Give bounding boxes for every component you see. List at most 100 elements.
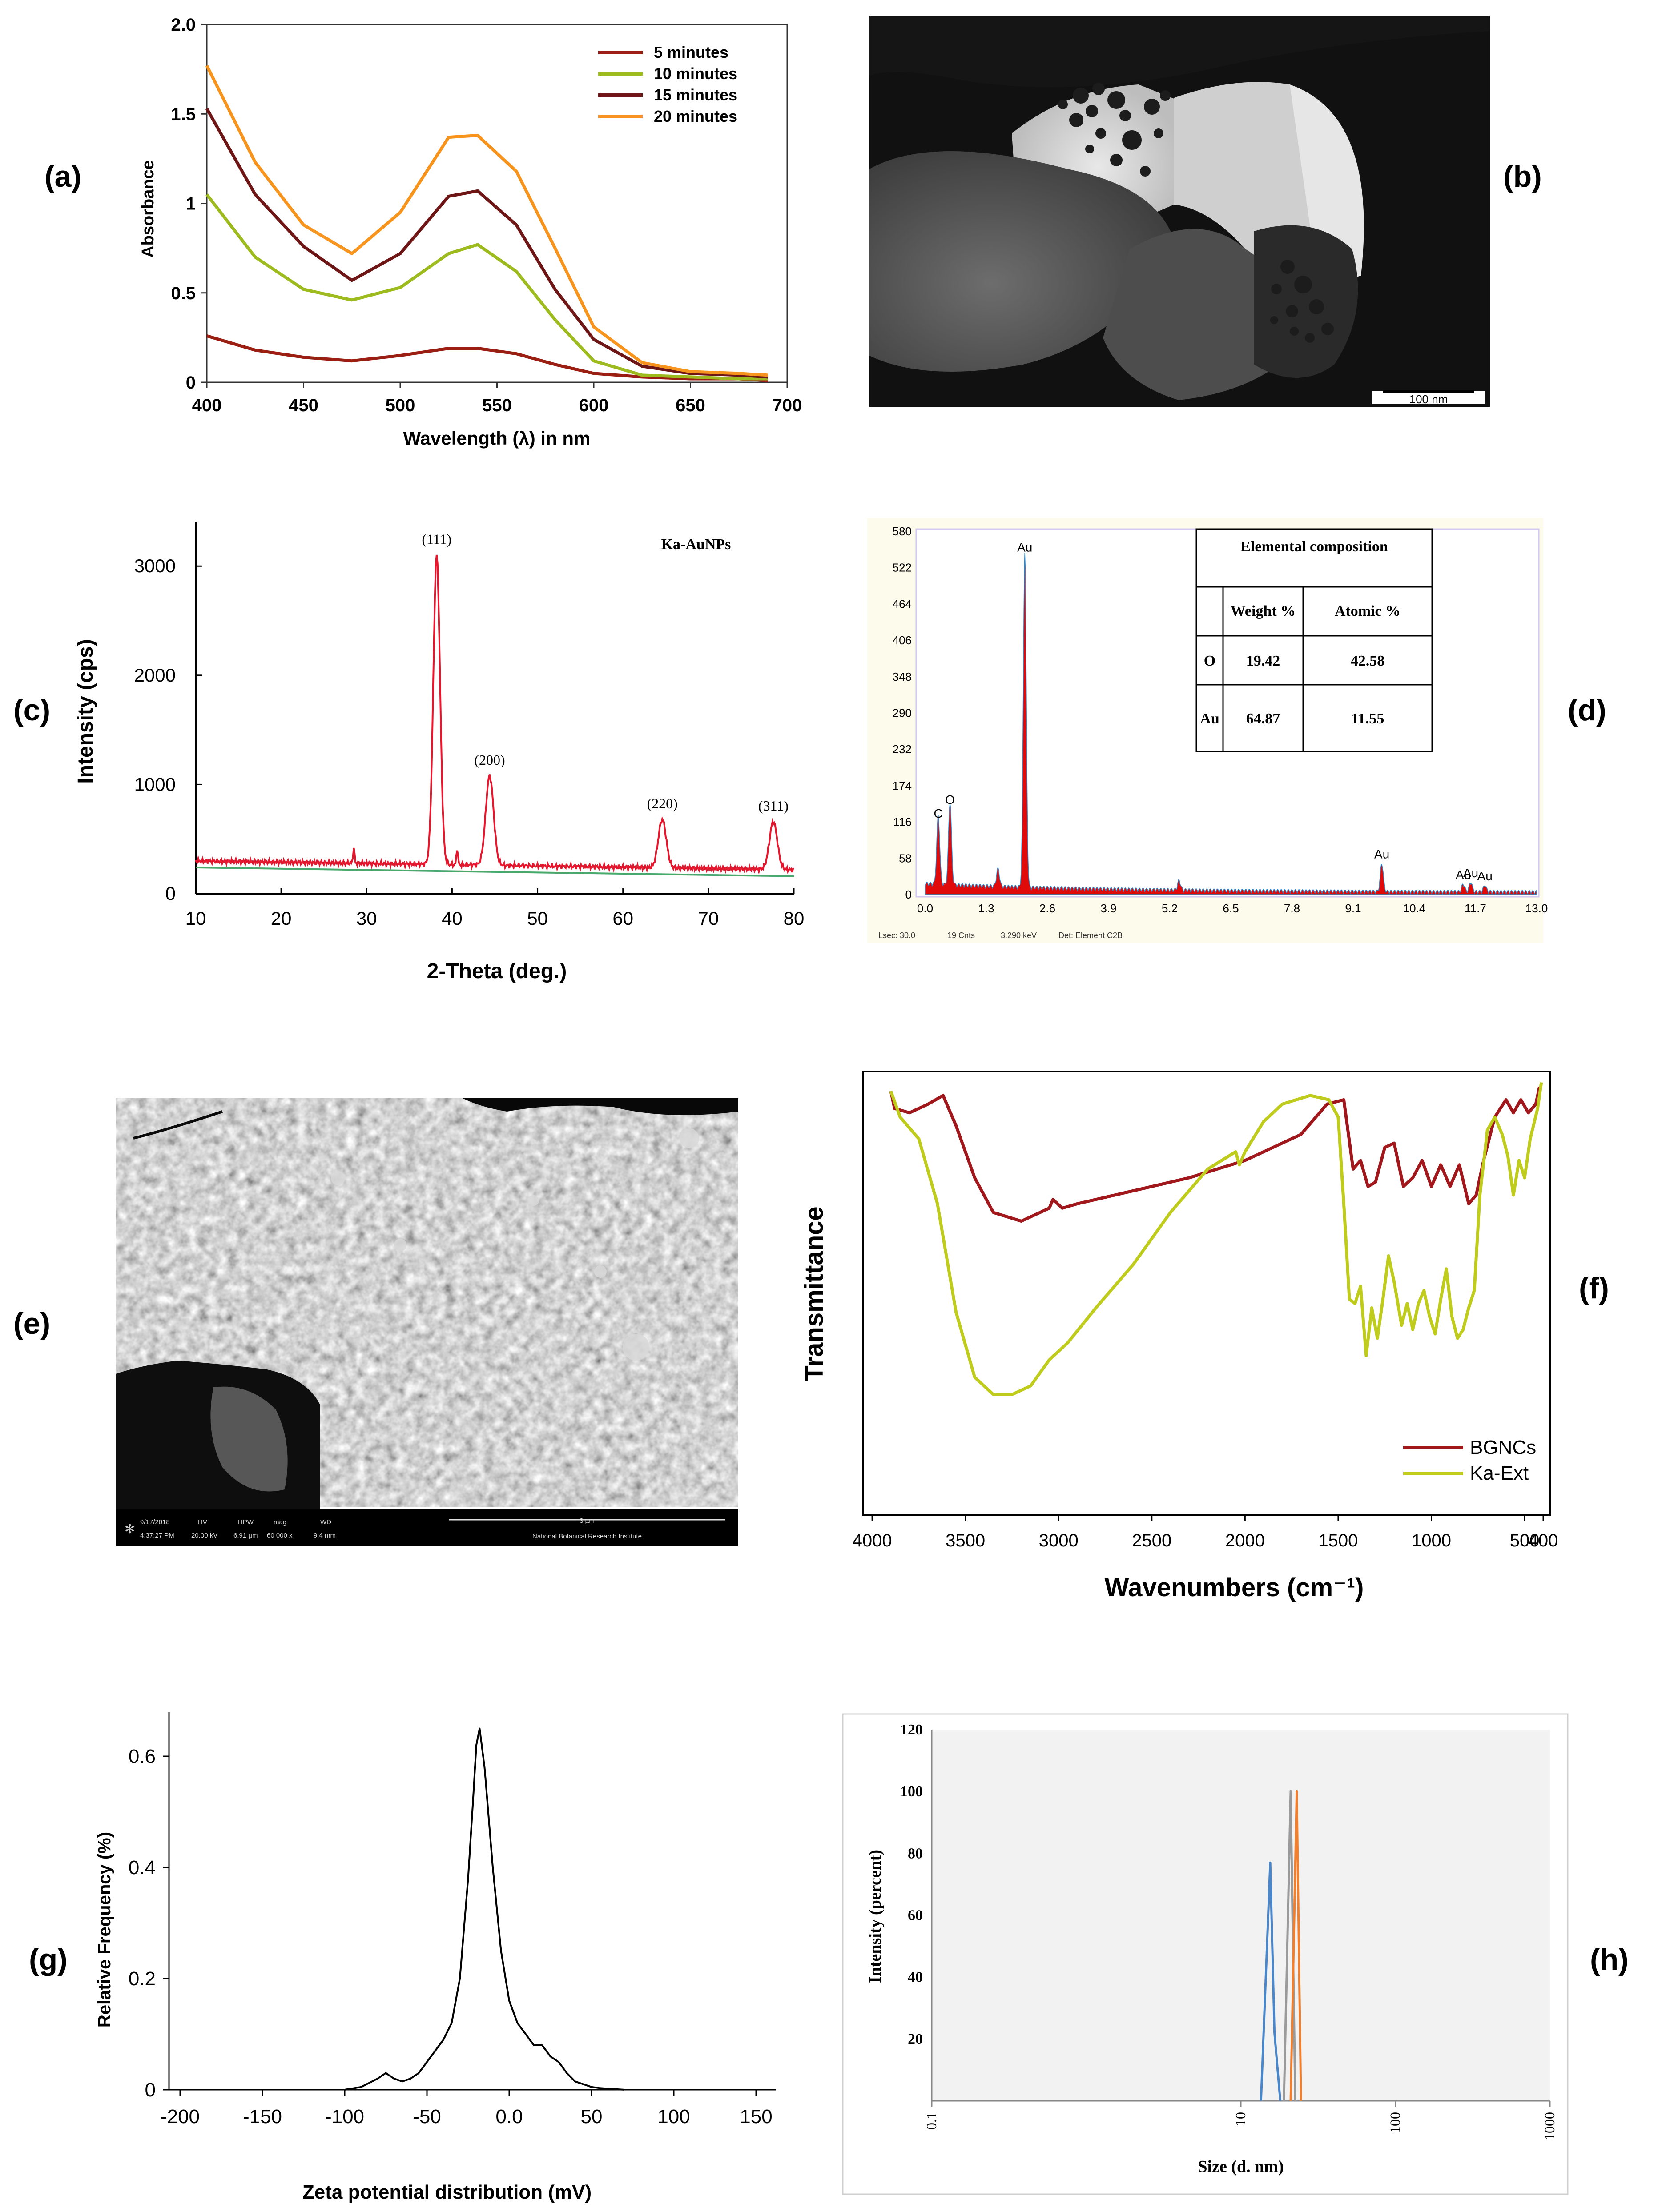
chart-c-xtick-label: 20 — [271, 908, 292, 929]
tem-scalebar: 100 nm — [1372, 390, 1485, 406]
chart-c-xtick-label: 60 — [612, 908, 633, 929]
chart-c-pattern-line — [195, 554, 795, 875]
sem-hv-value: 20.00 kV — [191, 1532, 217, 1539]
chart-f-xtick-label: 2000 — [1225, 1531, 1265, 1550]
panel-label-f: (f) — [1579, 1271, 1609, 1305]
chart-f-xtick-label: 4000 — [853, 1531, 892, 1550]
chart-h-ytick-label: 60 — [908, 1907, 923, 1924]
chart-a-xlabel: Wavelength (λ) in nm — [403, 428, 591, 449]
chart-d-xtick-label: 0.0 — [917, 902, 933, 915]
sem-logo-icon: ✻ — [125, 1522, 135, 1536]
chart-d-peak-label: Au — [1017, 540, 1032, 554]
panel-label-a: (a) — [44, 160, 81, 193]
chart-a-uvvis: 400 450 500 550 600 650 700 0 0.5 1 1.5 2.0 5 minute… — [139, 15, 802, 449]
chart-a-xtick-label: 400 — [192, 396, 222, 415]
chart-d-ytick-label: 290 — [893, 707, 912, 720]
chart-d-xtick-label: 5.2 — [1162, 902, 1178, 915]
chart-a-ylabel: Absorbance — [139, 160, 157, 258]
chart-c-xlabel: 2-Theta (deg.) — [427, 959, 567, 983]
chart-c-ytick-label: 1000 — [134, 774, 176, 795]
sem-hpw-value: 6.91 µm — [233, 1532, 258, 1539]
chart-c-peak-label: (200) — [474, 752, 505, 768]
chart-f-xlabel: Wavenumbers (cm⁻¹) — [1105, 1573, 1364, 1602]
sem-infobar: ✻ 9/17/2018 4:37:27 PM HV 20.00 kV HPW 6… — [116, 1509, 738, 1546]
chart-c-ytick-label: 3000 — [134, 555, 176, 576]
chart-a-legend-label: 5 minutes — [654, 43, 728, 61]
chart-h-ytick-label: 40 — [908, 1969, 923, 1986]
chart-d-xtick-label: 6.5 — [1223, 902, 1239, 915]
eds-composition-table: Elemental composition Weight % Atomic % … — [1195, 528, 1433, 752]
chart-f-frame — [862, 1071, 1551, 1516]
chart-c-baseline — [195, 867, 794, 877]
chart-d-ytick-label: 348 — [893, 670, 912, 683]
chart-f-xtick-label: 3000 — [1039, 1531, 1079, 1550]
chart-a-legend-label: 10 minutes — [654, 64, 737, 83]
chart-c-peak-label: (311) — [758, 798, 789, 814]
chart-a-series-line — [205, 108, 768, 379]
eds-table-header-atomic: Atomic % — [1335, 603, 1400, 619]
chart-d-ytick-label: 232 — [893, 743, 912, 756]
chart-d-ytick-label: 522 — [893, 561, 912, 574]
sem-wd-value: 9.4 mm — [314, 1532, 336, 1539]
chart-h-xtick-label: 0.1 — [923, 2112, 939, 2130]
chart-c-xtick-label: 30 — [356, 908, 377, 929]
chart-a-ytick-label: 2.0 — [171, 15, 196, 35]
chart-d-peak-label: Au — [1463, 866, 1478, 880]
eds-table-row-o-weight: 19.42 — [1246, 653, 1280, 669]
chart-g-xtick-label: -200 — [161, 2106, 200, 2128]
chart-g-xtick-label: 150 — [740, 2106, 772, 2128]
eds-footer-lsec: Lsec: 30.0 — [878, 931, 915, 940]
chart-g-xlabel: Zeta potential distribution (mV) — [302, 2181, 592, 2203]
sem-header-hv: HV — [198, 1518, 207, 1526]
chart-d-peak-label: Au — [1456, 868, 1471, 882]
chart-f-xtick-label: 400 — [1529, 1531, 1558, 1550]
chart-d-ytick-label: 580 — [893, 525, 912, 538]
chart-g-ytick-label: 0 — [145, 2079, 156, 2101]
chart-g-ylabel: Relative Frequency (%) — [95, 1832, 114, 2027]
chart-f-xtick-label: 1000 — [1412, 1531, 1451, 1550]
chart-h-series-line — [1289, 1790, 1302, 2101]
chart-c-xtick-label: 40 — [442, 908, 463, 929]
chart-c-xrd: 10 20 30 40 50 60 70 80 0 1000 2000 3000 (111) (200) (… — [74, 522, 804, 983]
chart-f-xtick-label: 2500 — [1132, 1531, 1171, 1550]
chart-d-xtick-label: 2.6 — [1039, 902, 1055, 915]
chart-c-ylabel: Intensity (cps) — [74, 639, 97, 783]
eds-table-row-au-element: Au — [1200, 711, 1219, 727]
chart-c-xtick-label: 80 — [784, 908, 805, 929]
chart-d-peak-label: O — [945, 793, 955, 807]
chart-d-peak-label: C — [934, 807, 942, 820]
chart-a-ytick-label: 0 — [186, 373, 196, 393]
tem-scalebar-label: 100 nm — [1409, 393, 1448, 406]
chart-a-ytick-label: 1.5 — [171, 104, 196, 124]
eds-table-row-o-atomic: 42.58 — [1351, 653, 1385, 669]
sem-date: 9/17/2018 — [140, 1518, 170, 1526]
sem-header-hpw: HPW — [238, 1518, 254, 1526]
chart-g-xtick-label: -100 — [325, 2106, 364, 2128]
chart-a-series-line — [205, 65, 768, 377]
chart-d-ytick-label: 58 — [899, 851, 912, 865]
sem-institute: National Botanical Research Institute — [532, 1533, 642, 1540]
chart-g-xtick-label: 0.0 — [495, 2106, 523, 2128]
panel-label-c: (c) — [13, 693, 50, 727]
chart-c-xtick-label: 10 — [185, 908, 206, 929]
chart-g-xtick-label: 100 — [657, 2106, 690, 2128]
sem-header-mag: mag — [274, 1518, 286, 1526]
chart-d-xtick-label: 9.1 — [1345, 902, 1361, 915]
chart-c-ytick-label: 0 — [165, 883, 176, 904]
chart-d-xtick-label: 3.9 — [1100, 902, 1116, 915]
chart-c-peak-label: (220) — [647, 795, 677, 811]
chart-f-xtick-label: 500 — [1510, 1531, 1540, 1550]
eds-footer: Lsec: 30.0 19 Cnts 3.290 keV Det: Elemen… — [878, 931, 1123, 940]
tem-image: 100 nm — [869, 16, 1490, 407]
chart-h-xtick-label: 100 — [1387, 2112, 1403, 2133]
chart-h-ytick-label: 120 — [900, 1722, 923, 1738]
chart-f-series-line — [889, 1086, 1541, 1223]
chart-d-ytick-label: 0 — [905, 888, 912, 901]
chart-f-xtick-label: 3500 — [946, 1531, 985, 1550]
chart-g-xtick-label: -150 — [243, 2106, 282, 2128]
chart-a-series-line — [206, 334, 768, 382]
panel-label-b: (b) — [1503, 160, 1542, 193]
